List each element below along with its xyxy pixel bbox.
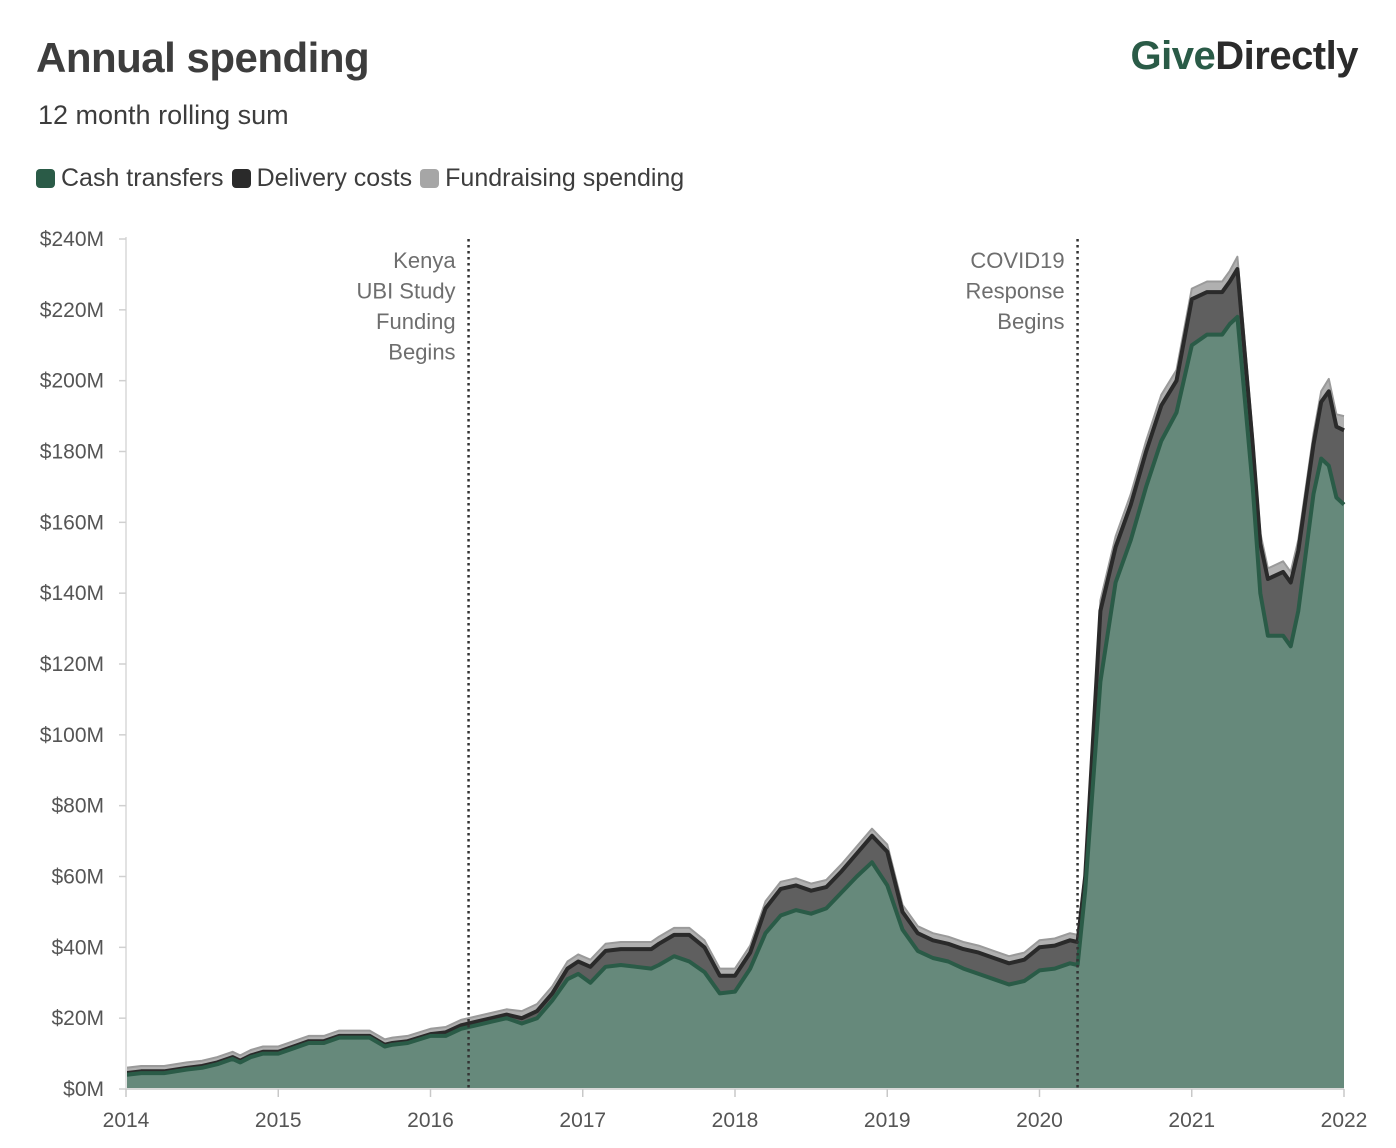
logo-directly-text: Directly	[1215, 34, 1358, 78]
chart-legend: Cash transfers Delivery costs Fundraisin…	[36, 164, 692, 193]
annotation-label: Begins	[388, 340, 455, 365]
annotation-label: Funding	[376, 309, 456, 334]
annotation-label: Begins	[997, 309, 1064, 334]
givedirectly-logo: GiveDirectly	[1130, 34, 1359, 79]
fundraising-spending-line	[125, 255, 1345, 1069]
chart-subtitle: 12 month rolling sum	[38, 100, 289, 130]
legend-swatch-fundraising-spending	[420, 169, 440, 188]
plot-area: $0M $20M $40M $60M $80M $100M $120M $140M $160M $…	[40, 228, 1368, 1132]
y-tick-label: $0M	[63, 1078, 104, 1101]
x-tick-label: 2016	[407, 1109, 454, 1132]
legend-item-fundraising-spending: Fundraising spending	[420, 164, 684, 193]
y-tick-label: $200M	[40, 370, 104, 393]
x-tick-label: 2018	[712, 1109, 759, 1132]
x-tick-label: 2019	[864, 1109, 911, 1132]
y-tick-label: $20M	[51, 1007, 104, 1030]
y-tick-label: $120M	[40, 653, 104, 676]
x-tick-label: 2020	[1016, 1109, 1063, 1132]
cash-transfers-line	[125, 314, 1346, 1077]
x-tick-label: 2021	[1168, 1109, 1215, 1132]
x-tick-label: 2014	[103, 1109, 150, 1132]
y-tick-label: $40M	[51, 936, 104, 959]
annotation-label: UBI Study	[357, 279, 456, 304]
annotation-label: Kenya	[393, 248, 456, 273]
y-tick-label: $160M	[40, 511, 104, 534]
y-tick-label: $220M	[40, 299, 104, 322]
y-tick-label: $140M	[40, 582, 104, 605]
y-tick-label: $100M	[40, 724, 104, 747]
x-tick-label: 2017	[559, 1109, 606, 1132]
legend-item-cash-transfers: Cash transfers	[36, 164, 224, 193]
annotation-label: COVID19	[970, 248, 1064, 273]
legend-swatch-delivery-costs	[231, 169, 251, 188]
legend-label-delivery-costs: Delivery costs	[256, 164, 413, 192]
y-tick-label: $80M	[51, 795, 104, 818]
logo-give-text: Give	[1130, 34, 1216, 78]
x-tick-label: 2015	[255, 1109, 302, 1132]
y-tick-label: $180M	[40, 441, 104, 464]
y-tick-label: $60M	[51, 866, 104, 889]
legend-label-cash-transfers: Cash transfers	[61, 164, 224, 192]
legend-item-delivery-costs: Delivery costs	[231, 164, 413, 193]
y-tick-label: $240M	[40, 228, 104, 251]
x-tick-label: 2022	[1321, 1109, 1368, 1132]
legend-label-fundraising-spending: Fundraising spending	[445, 164, 685, 192]
chart-title: Annual spending	[36, 34, 370, 81]
legend-swatch-cash-transfers	[36, 169, 55, 188]
annotation-label: Response	[965, 279, 1064, 304]
